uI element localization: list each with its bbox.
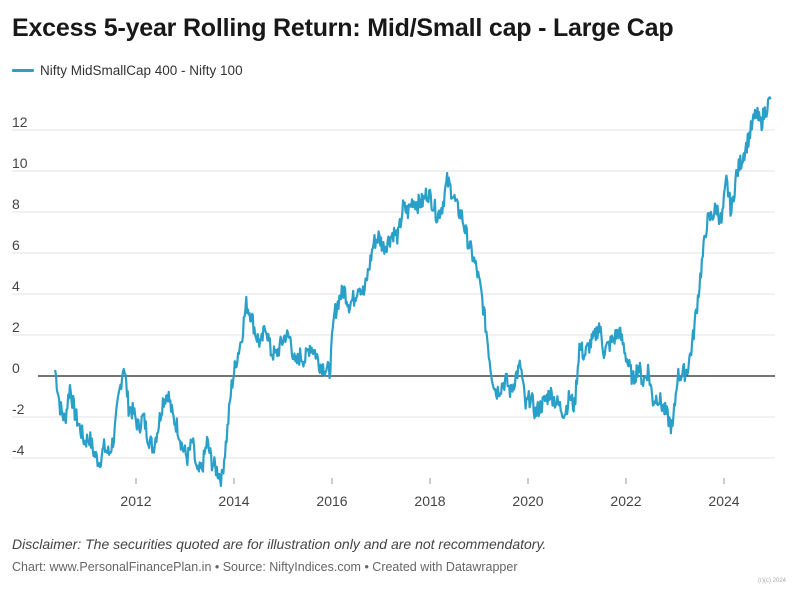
disclaimer-text: Disclaimer: The securities quoted are fo…	[12, 536, 547, 552]
chart-title: Excess 5-year Rolling Return: Mid/Small …	[12, 14, 674, 42]
y-tick-label: 10	[12, 155, 28, 171]
y-tick-label: 12	[12, 114, 28, 130]
series-line	[54, 96, 772, 488]
gridlines	[12, 129, 775, 459]
x-tick-label: 2012	[120, 493, 151, 509]
legend-label: Nifty MidSmallCap 400 - Nifty 100	[40, 63, 243, 78]
x-tick-label: 2016	[316, 493, 347, 509]
y-tick-label: 4	[12, 278, 20, 294]
x-tick-label: 2020	[512, 493, 543, 509]
y-tick-label: 0	[12, 360, 20, 376]
y-tick-label: 8	[12, 196, 20, 212]
y-tick-label: 2	[12, 319, 20, 335]
legend-swatch	[12, 69, 34, 72]
x-tick-label: 2024	[708, 493, 739, 509]
x-tick-label: 2018	[414, 493, 445, 509]
chart-credit: Chart: www.PersonalFinancePlan.in • Sour…	[12, 560, 518, 574]
x-tick-label: 2014	[218, 493, 249, 509]
y-axis-ticks: -4 -2 0 2 4 6 8 10 12	[12, 114, 28, 458]
x-tick-label: 2022	[610, 493, 641, 509]
y-tick-label: 6	[12, 237, 20, 253]
x-axis-ticks: 2012 2014 2016 2018 2020 2022 2024	[120, 478, 740, 509]
series-layer	[54, 96, 772, 488]
legend: Nifty MidSmallCap 400 - Nifty 100	[12, 63, 243, 78]
y-tick-label: -2	[12, 401, 25, 417]
y-tick-label: -4	[12, 442, 25, 458]
watermark: (r)(c) 2024	[757, 578, 786, 584]
